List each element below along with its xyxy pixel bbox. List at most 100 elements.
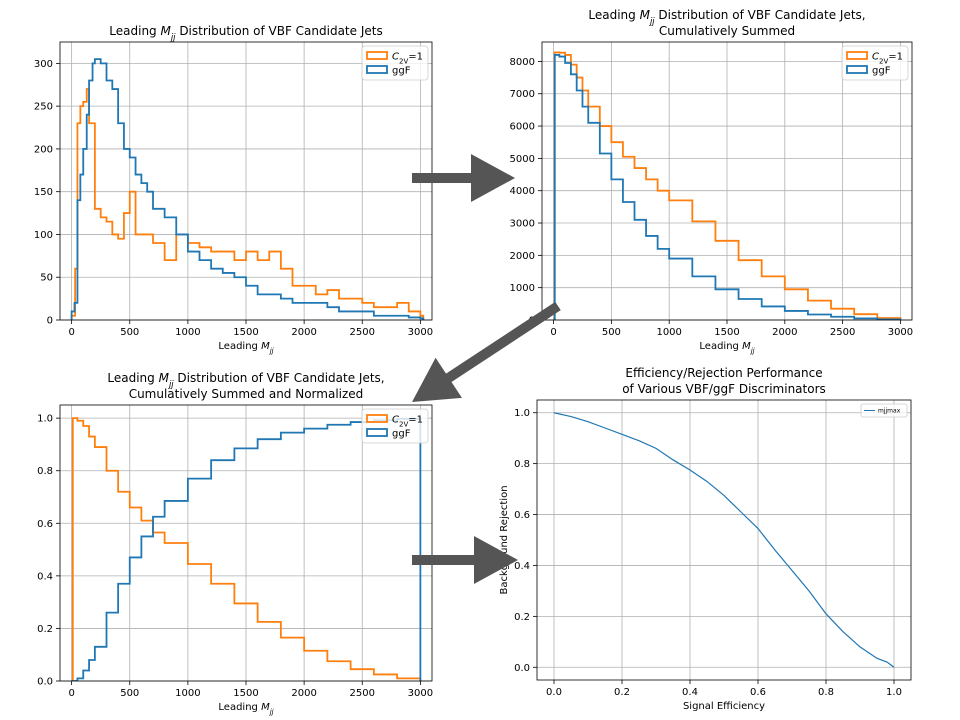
- legend-label: mjjmax: [878, 408, 901, 415]
- y-tick-label: 3000: [510, 219, 535, 230]
- x-tick-label: 3000: [408, 327, 433, 338]
- y-tick-label: 7000: [510, 89, 535, 100]
- x-tick-label: 500: [120, 327, 139, 338]
- x-axis-label: Signal Efficiency: [683, 701, 765, 712]
- axes-frame: [536, 399, 912, 681]
- y-tick-label: 0.6: [514, 510, 530, 521]
- y-tick-label: 0.8: [37, 466, 53, 477]
- legend-swatch: [846, 51, 868, 60]
- panel-normalized: 0 500 1000 1500 2000 2500 3000 0.0 0.2 0.4 0.6 0.8 1…: [37, 371, 433, 716]
- x-tick-label: 500: [120, 688, 139, 699]
- y-tick-label: 100: [34, 230, 53, 241]
- x-tick-label: 1500: [233, 327, 258, 338]
- y-tick-label: 6000: [510, 122, 535, 133]
- legend-label: C2V=1: [392, 52, 423, 66]
- x-tick-label: 0: [550, 327, 556, 338]
- y-tick-label: 1.0: [514, 408, 530, 419]
- y-tick-label: 0.8: [514, 459, 530, 470]
- y-tick-label: 300: [34, 59, 53, 70]
- legend-swatch: [366, 414, 388, 423]
- x-tick-label: 1000: [175, 327, 200, 338]
- x-tick-label: 0.4: [682, 687, 698, 698]
- panel-roc: 0.0 0.2 0.4 0.6 0.8 1.0 0.0 0.2 0.4 0.6 0.8 1.0 Effi…: [499, 366, 912, 712]
- x-axis-label: Leading Mjj: [218, 702, 273, 716]
- arrows: [412, 154, 561, 584]
- arrow-normalized-to-roc-shape: [412, 536, 518, 584]
- y-tick-label: 200: [34, 144, 53, 155]
- x-tick-label: 2500: [350, 688, 375, 699]
- legend-frame: [860, 403, 908, 418]
- y-tick-label: 150: [34, 187, 53, 198]
- chart-title: Leading Mjj Distribution of VBF Candidat…: [107, 371, 384, 389]
- y-tick-label: 50: [40, 273, 53, 284]
- x-tick-label: 0.2: [614, 687, 630, 698]
- x-axis-label: Leading Mjj: [699, 341, 754, 355]
- panels: 0 500 1000 1500 2000 2500 30000501001502002503…: [34, 8, 913, 716]
- x-tick-label: 2500: [830, 327, 855, 338]
- series-group: [70, 58, 425, 320]
- x-tick-label: 0: [68, 327, 74, 338]
- y-tick-label: 0.2: [514, 612, 530, 623]
- legend-frame: [361, 408, 429, 444]
- y-tick-label: 1.0: [37, 414, 53, 425]
- arrow-hist-to-cumulative: [412, 154, 515, 202]
- x-tick-label: 1000: [175, 688, 200, 699]
- x-tick-label: 1000: [656, 327, 681, 338]
- y-tick-label: 0: [47, 316, 53, 327]
- x-tick-label: 0: [68, 688, 74, 699]
- x-tick-label: 1500: [233, 688, 258, 699]
- y-tick-label: 0.6: [37, 519, 53, 530]
- y-tick-label: 0.0: [37, 677, 53, 688]
- chart-title-line2: of Various VBF/ggF Discriminators: [622, 382, 826, 396]
- y-tick-label: 0.0: [514, 663, 530, 674]
- chart-title: Leading Mjj Distribution of VBF Candidat…: [588, 8, 865, 26]
- x-tick-label: 2000: [291, 327, 316, 338]
- series-line-0: [71, 417, 422, 681]
- legend-swatch: [366, 428, 388, 437]
- arrow-hist-to-cumulative-shape: [412, 154, 515, 202]
- y-tick-label: 5000: [510, 154, 535, 165]
- y-tick-label: 0.4: [37, 571, 53, 582]
- y-tick-label: 1000: [510, 283, 535, 294]
- y-tick-label: 0.2: [37, 624, 53, 635]
- x-tick-label: 2000: [772, 327, 797, 338]
- legend: mjjmax: [860, 403, 908, 418]
- legend-swatch: [366, 51, 388, 60]
- panel-cumulative: 0500100015002000250030000100020003000400…: [510, 8, 914, 355]
- arrow-normalized-to-roc: [412, 536, 518, 584]
- legend-label: ggF: [392, 66, 411, 77]
- legend-swatch: [366, 65, 388, 74]
- legend-frame: [361, 45, 429, 81]
- legend-label: ggF: [872, 66, 891, 77]
- arrow-cumulative-to-normalized: [412, 301, 561, 402]
- legend-label: C2V=1: [392, 415, 423, 429]
- legend-label: ggF: [392, 429, 411, 440]
- x-tick-label: 1500: [714, 327, 739, 338]
- x-tick-label: 500: [602, 327, 621, 338]
- series-line-1: [553, 54, 902, 320]
- y-axis-label: Background Rejection: [499, 485, 510, 594]
- x-axis-label: Leading Mjj: [218, 341, 273, 355]
- series-group: [553, 51, 902, 320]
- x-tick-label: 3000: [408, 688, 433, 699]
- x-tick-label: 2000: [291, 688, 316, 699]
- y-tick-label: 250: [34, 102, 53, 113]
- chart-title: Leading Mjj Distribution of VBF Candidat…: [109, 24, 382, 42]
- series-line-1: [70, 58, 425, 320]
- y-tick-label: 8000: [510, 57, 535, 68]
- chart-title: Efficiency/Rejection Performance: [625, 366, 822, 380]
- x-tick-label: 3000: [888, 327, 913, 338]
- legend-frame: [841, 45, 909, 81]
- chart-title-line2: Cumulatively Summed: [659, 24, 795, 38]
- x-tick-label: 1.0: [886, 687, 902, 698]
- x-tick-label: 0.8: [818, 687, 834, 698]
- series-group: [553, 412, 895, 668]
- legend-swatch: [846, 65, 868, 74]
- series-line-0: [553, 412, 895, 668]
- x-tick-label: 2500: [350, 327, 375, 338]
- legend-label: C2V=1: [872, 52, 903, 66]
